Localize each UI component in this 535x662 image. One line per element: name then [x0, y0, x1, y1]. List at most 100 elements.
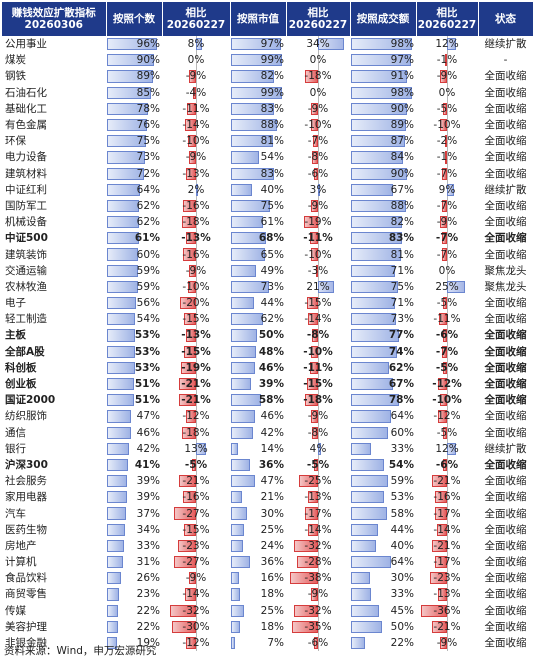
table-row: 科创板 53% -19% 46% -11% 62% -5% 全面收缩	[2, 359, 533, 376]
negative-change-bar	[183, 199, 196, 213]
negative-change-bar	[420, 604, 447, 617]
level-bar	[351, 442, 372, 455]
level-bar	[351, 54, 412, 67]
cell-value: -18%	[304, 70, 332, 83]
level-bar	[351, 556, 391, 569]
cell-value: -2%	[436, 135, 458, 148]
cell-value: 14%	[260, 442, 284, 455]
volume-change-cell: 0%	[416, 84, 478, 101]
level-bar	[351, 329, 399, 342]
count-ratio-cell: 89%	[106, 68, 162, 84]
mcap-change-cell: -28%	[286, 554, 350, 571]
count-ratio-cell: 53%	[106, 360, 162, 376]
negative-change-bar	[179, 377, 196, 391]
zero-axis	[196, 456, 197, 474]
negative-change-bar	[443, 102, 447, 115]
row-label: 石油石化	[5, 86, 47, 99]
cell-value: -28%	[304, 556, 332, 569]
table-row: 交通运输 59% -9% 49% -3% 71% 0% 聚焦龙头	[2, 262, 533, 279]
cell-value: 41%	[134, 458, 160, 471]
zero-axis	[318, 262, 319, 279]
status-cell: 全面收缩	[484, 637, 527, 650]
level-bar	[231, 86, 283, 99]
zero-axis	[447, 521, 448, 538]
mcap-change-cell: -35%	[286, 618, 350, 635]
count-change-cell: -27%	[162, 505, 230, 522]
negative-change-bar	[436, 523, 447, 536]
volume-change-cell: 12%	[416, 36, 478, 53]
cell-value: 26%	[136, 572, 160, 585]
zero-axis	[447, 586, 448, 603]
cell-value: 60%	[390, 426, 414, 439]
level-bar	[351, 572, 370, 585]
positive-change-bar	[318, 442, 321, 455]
zero-axis	[196, 537, 197, 554]
row-label: 全部A股	[5, 345, 45, 358]
count-change-cell: -10%	[162, 133, 230, 150]
cell-value: 46%	[136, 426, 160, 439]
cell-value: -10%	[304, 119, 332, 132]
cell-value: -35%	[304, 620, 332, 633]
count-ratio-cell: 33%	[106, 538, 162, 554]
row-label: 医药生物	[5, 523, 47, 536]
count-change-cell: -9%	[162, 262, 230, 279]
mcap-change-cell: -38%	[286, 570, 350, 587]
volume-change-cell: -7%	[416, 246, 478, 263]
negative-change-bar	[438, 410, 447, 423]
table-row: 食品饮料 26% -9% 16% -38% 30% -23% 全面收缩	[2, 570, 533, 587]
cell-value: 18%	[260, 588, 284, 601]
volume-change-cell: -17%	[416, 505, 478, 522]
level-bar	[231, 410, 255, 423]
cell-value: 73%	[390, 313, 414, 326]
negative-change-bar	[181, 216, 196, 229]
zero-axis	[196, 408, 197, 425]
cell-value: 90%	[390, 102, 414, 115]
cell-value: 67%	[390, 183, 414, 196]
volume-ratio-cell: 50%	[350, 619, 416, 635]
row-label: 纺织服饰	[5, 410, 47, 423]
volume-ratio-cell: 62%	[350, 360, 416, 376]
status-cell: 全面收缩	[484, 426, 527, 439]
cell-value: -19%	[181, 361, 211, 374]
mcap-ratio-cell: 50%	[230, 327, 286, 343]
negative-change-bar	[170, 604, 196, 617]
row-label: 建筑材料	[5, 167, 47, 180]
header-cell: 按照个数	[106, 2, 163, 36]
cell-value: 83%	[388, 232, 414, 245]
cell-value: 96%	[136, 38, 160, 51]
cell-value: 33%	[390, 442, 414, 455]
cell-value: 47%	[136, 410, 160, 423]
mcap-change-cell: -8%	[286, 327, 350, 344]
mcap-ratio-cell: 99%	[230, 85, 286, 101]
volume-ratio-cell: 88%	[350, 198, 416, 214]
cell-value: -16%	[182, 491, 210, 504]
count-ratio-cell: 42%	[106, 441, 162, 457]
cell-value: -32%	[304, 604, 332, 617]
count-ratio-cell: 39%	[106, 473, 162, 489]
volume-ratio-cell: 75%	[350, 279, 416, 295]
cell-value: 37%	[136, 507, 160, 520]
zero-axis	[447, 84, 448, 101]
cell-value: 25%	[260, 604, 284, 617]
cell-value: -7%	[435, 345, 459, 358]
cell-value: 62%	[260, 313, 284, 326]
cell-value: -5%	[435, 361, 459, 374]
level-bar	[231, 38, 282, 51]
cell-value: 25%	[435, 280, 459, 293]
zero-axis	[318, 133, 319, 150]
count-change-cell: 2%	[162, 181, 230, 198]
mcap-ratio-cell: 16%	[230, 570, 286, 586]
cell-value: 59%	[390, 475, 414, 488]
negative-change-bar	[431, 539, 447, 552]
count-change-cell: -9%	[162, 68, 230, 85]
cell-value: -9%	[436, 216, 458, 229]
level-bar	[107, 313, 136, 326]
header-cell: 赚钱效应扩散指标 20260306	[2, 2, 107, 36]
negative-change-bar	[185, 232, 196, 245]
negative-change-bar	[445, 151, 447, 164]
count-ratio-cell: 62%	[106, 214, 162, 230]
negative-change-bar	[306, 377, 318, 391]
level-bar	[351, 248, 402, 261]
zero-axis	[318, 149, 319, 166]
volume-ratio-cell: 82%	[350, 214, 416, 230]
